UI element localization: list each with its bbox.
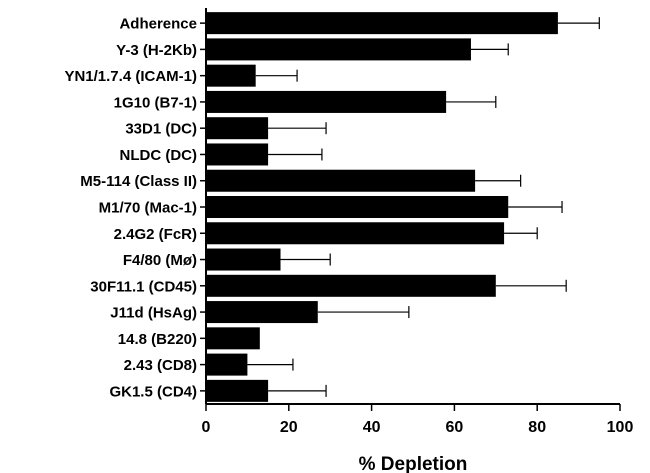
bar [206, 301, 318, 324]
category-label: F4/80 (Mø) [123, 252, 197, 269]
bar [206, 143, 269, 166]
x-tick-label: 100 [607, 419, 634, 436]
category-label: M1/70 (Mac-1) [99, 200, 197, 217]
x-tick-label: 0 [202, 419, 211, 436]
category-label: 2.4G2 (FcR) [114, 226, 197, 243]
category-label: 33D1 (DC) [125, 121, 197, 138]
bar [206, 248, 281, 271]
axes-layer [200, 8, 621, 411]
category-label: M5-114 (Class II) [80, 173, 197, 190]
category-labels-layer: Adherence Y-3 (H-2Kb) YN1/1.7.4 (ICAM-1) 1G… [64, 16, 197, 401]
x-tick-label: 20 [280, 419, 298, 436]
bar [206, 222, 505, 245]
bar [206, 64, 256, 87]
category-label: YN1/1.7.4 (ICAM-1) [64, 68, 197, 85]
x-tick-label: 80 [528, 419, 546, 436]
category-label: J11d (HsAg) [110, 305, 197, 322]
x-axis-title: % Depletion [359, 454, 468, 473]
bars-layer [206, 12, 558, 402]
bar [206, 38, 471, 61]
category-label: 30F11.1 (CD45) [90, 278, 197, 295]
x-tick-label: 60 [446, 419, 464, 436]
category-label: Y-3 (H-2Kb) [116, 42, 197, 59]
category-label: NLDC (DC) [120, 147, 197, 164]
bar [206, 117, 269, 140]
bar [206, 196, 509, 218]
category-label: Adherence [119, 16, 197, 33]
x-tick-labels-layer: 0 20 40 60 80 100 [202, 419, 634, 436]
category-label: 1G10 (B7-1) [114, 94, 197, 111]
category-label: GK1.5 (CD4) [109, 383, 197, 400]
x-tick-label: 40 [363, 419, 381, 436]
bar [206, 169, 476, 192]
error-bars-layer [247, 17, 600, 397]
category-label: 14.8 (B220) [118, 331, 197, 348]
bar [206, 327, 260, 350]
bar [206, 379, 269, 402]
bar [206, 12, 558, 35]
bar [206, 353, 248, 376]
bar [206, 90, 447, 113]
bar [206, 274, 496, 297]
category-label: 2.43 (CD8) [124, 357, 197, 374]
